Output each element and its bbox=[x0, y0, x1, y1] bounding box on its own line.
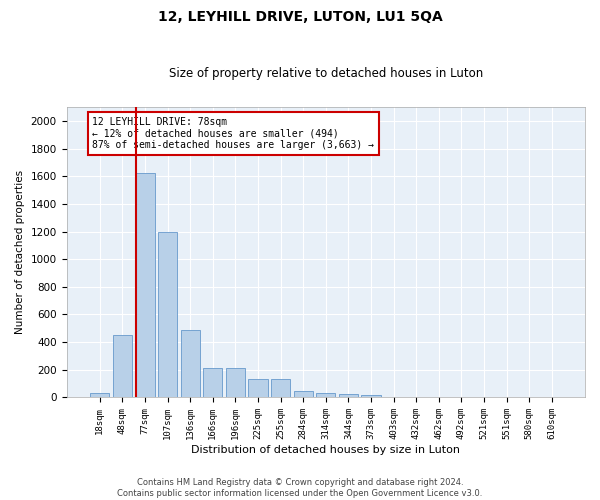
Bar bbox=[226, 368, 245, 398]
Bar bbox=[203, 368, 223, 398]
X-axis label: Distribution of detached houses by size in Luton: Distribution of detached houses by size … bbox=[191, 445, 460, 455]
Title: Size of property relative to detached houses in Luton: Size of property relative to detached ho… bbox=[169, 66, 483, 80]
Y-axis label: Number of detached properties: Number of detached properties bbox=[15, 170, 25, 334]
Bar bbox=[158, 232, 177, 398]
Text: 12 LEYHILL DRIVE: 78sqm
← 12% of detached houses are smaller (494)
87% of semi-d: 12 LEYHILL DRIVE: 78sqm ← 12% of detache… bbox=[92, 117, 374, 150]
Bar bbox=[136, 174, 155, 398]
Text: Contains HM Land Registry data © Crown copyright and database right 2024.
Contai: Contains HM Land Registry data © Crown c… bbox=[118, 478, 482, 498]
Bar bbox=[181, 330, 200, 398]
Bar bbox=[339, 394, 358, 398]
Bar bbox=[248, 380, 268, 398]
Bar bbox=[316, 393, 335, 398]
Bar bbox=[361, 395, 380, 398]
Bar bbox=[271, 380, 290, 398]
Bar bbox=[90, 392, 109, 398]
Bar bbox=[293, 391, 313, 398]
Bar bbox=[113, 334, 132, 398]
Text: 12, LEYHILL DRIVE, LUTON, LU1 5QA: 12, LEYHILL DRIVE, LUTON, LU1 5QA bbox=[158, 10, 442, 24]
